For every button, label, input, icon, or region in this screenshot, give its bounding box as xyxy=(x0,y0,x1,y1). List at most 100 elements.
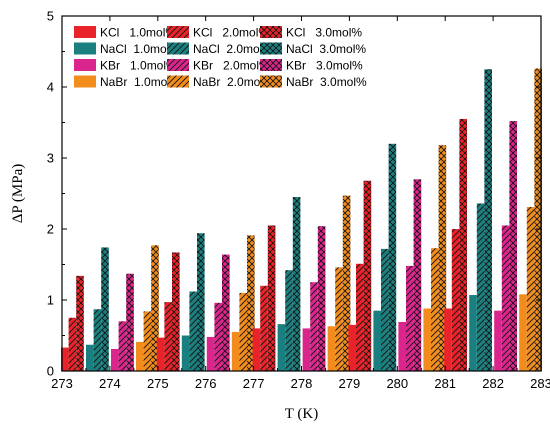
bar-280-nacl-3 xyxy=(388,143,397,371)
bar-274-kbr-3 xyxy=(126,273,134,371)
y-tick-label: 4 xyxy=(47,80,54,95)
bar-274-nabr-3 xyxy=(151,245,159,371)
bar-280-nabr-2 xyxy=(431,248,439,371)
y-tick-label: 3 xyxy=(47,151,54,166)
bar-282-nabr-1 xyxy=(519,294,527,371)
bar-282-kcl-2 xyxy=(451,229,460,371)
x-tick-label: 277 xyxy=(243,376,265,391)
bar-278-kcl-2 xyxy=(260,285,268,371)
legend-item-kcl-1: KCl 1.0mol% xyxy=(74,26,176,40)
y-tick-label: 2 xyxy=(47,222,54,237)
x-axis-title: T (K) xyxy=(285,406,318,422)
legend-label: NaCl 3.0mol% xyxy=(286,42,366,56)
bar-280-kbr-3 xyxy=(413,179,422,371)
bar-276-kcl-3 xyxy=(172,252,180,371)
x-tick-label: 282 xyxy=(482,376,504,391)
bar-278-kbr-1 xyxy=(302,328,311,371)
bar-276-kcl-1 xyxy=(156,337,165,371)
bar-276-nabr-1 xyxy=(231,331,240,371)
bar-274-kcl-1 xyxy=(61,347,69,371)
legend-item-nabr-3: NaBr 3.0mol% xyxy=(260,75,367,89)
x-tick-label: 275 xyxy=(147,376,169,391)
bar-274-kcl-3 xyxy=(76,275,84,371)
bar-280-kcl-3 xyxy=(363,180,372,371)
legend-label: KBr 1.0mol% xyxy=(100,59,177,73)
bar-282-nabr-2 xyxy=(526,206,535,371)
bar-274-nacl-3 xyxy=(101,247,109,371)
legend-label: KCl 1.0mol% xyxy=(100,26,176,40)
bar-276-kcl-2 xyxy=(164,302,172,371)
legend-item-kcl-3: KCl 3.0mol% xyxy=(260,26,362,40)
x-tick-label: 280 xyxy=(386,376,408,391)
legend-swatch xyxy=(260,75,282,88)
legend: KCl 1.0mol% KCl 2.0mol% KCl 3.0mol% NaCl 1.… xyxy=(74,26,367,89)
bar-276-nabr-2 xyxy=(239,292,247,371)
legend-swatch xyxy=(167,75,189,88)
x-tick-label: 276 xyxy=(195,376,217,391)
bar-278-kbr-2 xyxy=(310,282,318,371)
bar-282-kbr-1 xyxy=(494,310,502,371)
y-tick-label: 5 xyxy=(47,9,54,24)
bar-274-nabr-1 xyxy=(136,341,144,371)
y-tick-label: 0 xyxy=(47,364,54,379)
legend-swatch xyxy=(167,26,189,38)
axes-layer: 273 274 275 276 277 278 279 280 281 282 283 0 1 2 3 4 5 xyxy=(47,9,550,392)
bar-276-kbr-2 xyxy=(214,302,222,371)
bar-276-kbr-3 xyxy=(222,254,230,371)
legend-item-kbr-2: KBr 2.0mol% xyxy=(167,59,270,73)
bar-280-nabr-3 xyxy=(438,145,447,371)
legend-item-nacl-2: NaCl 2.0mol% xyxy=(167,42,273,56)
bar-280-nabr-1 xyxy=(423,308,431,371)
legend-item-kbr-3: KBr 3.0mol% xyxy=(260,59,363,73)
bar-274-kbr-1 xyxy=(111,348,119,371)
legend-item-nabr-1: NaBr 1.0mol% xyxy=(74,75,181,89)
bar-280-nacl-2 xyxy=(381,248,389,371)
bar-276-nacl-2 xyxy=(189,291,197,371)
bar-276-nacl-1 xyxy=(181,335,190,371)
bar-280-kcl-1 xyxy=(348,324,356,371)
legend-swatch xyxy=(74,26,96,38)
bar-278-nabr-1 xyxy=(327,326,336,371)
bar-274-nacl-2 xyxy=(93,309,102,371)
legend-swatch xyxy=(74,75,96,88)
legend-label: NaBr 2.0mol% xyxy=(193,75,274,89)
x-tick-label: 281 xyxy=(434,376,456,391)
bar-278-nabr-3 xyxy=(342,195,351,371)
bar-280-kbr-2 xyxy=(406,265,414,371)
bar-274-kcl-2 xyxy=(68,317,77,371)
bar-282-kbr-2 xyxy=(501,225,510,371)
legend-item-nacl-1: NaCl 1.0mol% xyxy=(74,42,180,56)
legend-label: KCl 3.0mol% xyxy=(286,26,362,40)
bar-276-kbr-1 xyxy=(206,336,215,371)
legend-item-kbr-1: KBr 1.0mol% xyxy=(74,59,177,73)
legend-label: NaCl 2.0mol% xyxy=(193,42,273,56)
bars-layer xyxy=(61,68,542,371)
legend-item-kcl-2: KCl 2.0mol% xyxy=(167,26,269,40)
bar-278-kbr-3 xyxy=(317,226,326,371)
legend-swatch xyxy=(74,42,96,55)
bar-282-nacl-3 xyxy=(484,69,492,371)
legend-label: NaBr 1.0mol% xyxy=(100,75,181,89)
legend-item-nabr-2: NaBr 2.0mol% xyxy=(167,75,274,89)
bar-280-kcl-2 xyxy=(356,263,364,371)
legend-item-nacl-3: NaCl 3.0mol% xyxy=(260,42,366,56)
bar-280-nacl-1 xyxy=(373,310,381,371)
x-tick-label: 278 xyxy=(291,376,313,391)
legend-swatch xyxy=(260,42,282,55)
bar-282-nacl-1 xyxy=(469,295,477,371)
bar-278-kcl-1 xyxy=(252,328,261,371)
bar-278-nacl-1 xyxy=(277,324,286,371)
y-tick-label: 1 xyxy=(47,293,54,308)
bar-282-nacl-2 xyxy=(476,203,485,371)
bar-282-kcl-1 xyxy=(444,308,452,371)
legend-label: NaBr 3.0mol% xyxy=(286,75,367,89)
legend-swatch xyxy=(74,59,96,71)
x-tick-label: 273 xyxy=(51,376,73,391)
y-axis-title: ΔP (MPa) xyxy=(10,164,26,224)
bar-276-nabr-3 xyxy=(247,235,255,371)
legend-label: KBr 3.0mol% xyxy=(286,59,363,73)
bar-274-nacl-1 xyxy=(86,344,94,371)
x-tick-label: 274 xyxy=(99,376,121,391)
legend-label: KBr 2.0mol% xyxy=(193,59,270,73)
